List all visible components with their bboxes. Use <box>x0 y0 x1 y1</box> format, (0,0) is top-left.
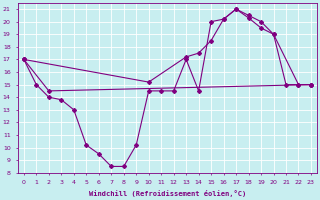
X-axis label: Windchill (Refroidissement éolien,°C): Windchill (Refroidissement éolien,°C) <box>89 190 246 197</box>
